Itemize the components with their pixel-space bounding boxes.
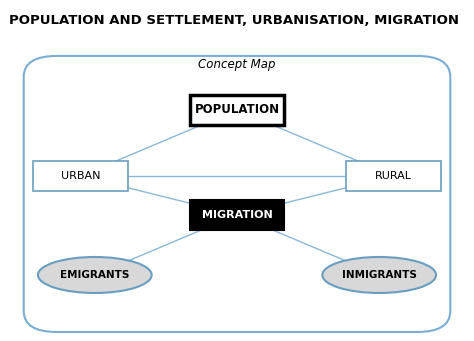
Ellipse shape	[38, 257, 152, 293]
FancyBboxPatch shape	[33, 161, 128, 191]
Ellipse shape	[322, 257, 436, 293]
FancyBboxPatch shape	[190, 95, 284, 125]
Text: Concept Map: Concept Map	[198, 58, 276, 71]
Text: MIGRATION: MIGRATION	[201, 210, 273, 220]
Text: URBAN: URBAN	[61, 171, 100, 181]
Text: EMIGRANTS: EMIGRANTS	[60, 270, 129, 280]
FancyBboxPatch shape	[190, 200, 284, 230]
Text: POPULATION AND SETTLEMENT, URBANISATION, MIGRATION: POPULATION AND SETTLEMENT, URBANISATION,…	[9, 14, 459, 27]
Text: INMIGRANTS: INMIGRANTS	[342, 270, 417, 280]
FancyBboxPatch shape	[346, 161, 441, 191]
FancyBboxPatch shape	[24, 56, 450, 332]
Text: POPULATION: POPULATION	[194, 103, 280, 116]
Text: RURAL: RURAL	[375, 171, 412, 181]
